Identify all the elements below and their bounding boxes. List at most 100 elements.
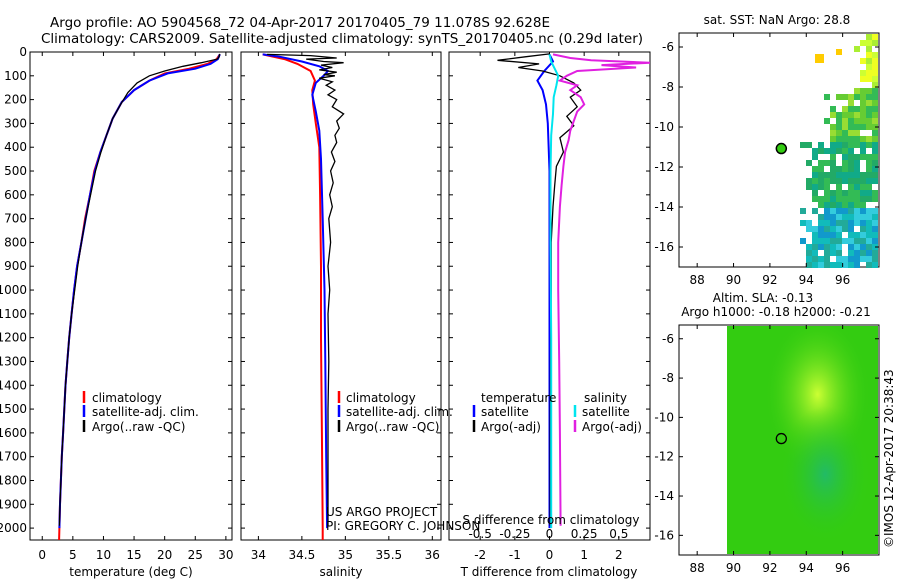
sst-cell <box>860 124 866 130</box>
sst-cell <box>848 148 854 154</box>
sst-cell <box>866 154 872 160</box>
sst-cell <box>866 184 872 190</box>
map-x-tick-label: 88 <box>690 561 705 575</box>
sst-cell <box>836 130 842 136</box>
sst-cell <box>860 190 866 196</box>
salinity-difference-axis: -0.5 -0.25 0 0.25 0.5 <box>468 527 628 541</box>
sst-cell <box>854 262 860 268</box>
sst-cell <box>860 40 866 46</box>
sst-cell <box>830 208 836 214</box>
sst-cell <box>872 196 878 202</box>
sst-cell <box>848 106 854 112</box>
sst-cell <box>860 88 866 94</box>
sst-cell <box>854 142 860 148</box>
sst-cell <box>866 166 872 172</box>
depth-tick-label: 1600 <box>0 426 27 440</box>
sst-cell <box>866 40 872 46</box>
sst-cell <box>806 250 812 256</box>
series-line-t-satellite <box>536 53 555 529</box>
x-tick-label: 5 <box>69 548 77 562</box>
sst-cell <box>836 226 842 232</box>
sst-cell <box>872 106 878 112</box>
sla-float-marker <box>775 432 787 445</box>
depth-tick-label: 400 <box>4 140 27 154</box>
sst-cell <box>854 178 860 184</box>
x-tick-label: 36 <box>425 548 440 562</box>
sst-cell <box>830 112 836 118</box>
sst-cell <box>836 214 842 220</box>
sst-cell <box>866 88 872 94</box>
map-y-tick-label: -12 <box>654 450 674 464</box>
series-line-argo <box>267 53 345 526</box>
sst-cell <box>836 184 842 190</box>
sst-cell <box>854 154 860 160</box>
map-y-tick-label: -6 <box>662 332 674 346</box>
salinity-xlabel: salinity <box>319 565 362 579</box>
sst-cell <box>854 106 860 112</box>
sst-cell <box>854 94 860 100</box>
sst-cell <box>848 118 854 124</box>
sst-cell <box>854 130 860 136</box>
difference-legend: temperature salinity satellite Argo(-adj… <box>472 391 642 434</box>
sst-cell <box>842 238 848 244</box>
x-tick-label: 1 <box>580 548 588 562</box>
sst-cell <box>854 118 860 124</box>
sla-map-title-line2: Argo h1000: -0.18 h2000: -0.21 <box>681 305 871 319</box>
sst-cell <box>866 214 872 220</box>
sst-cell <box>824 256 830 262</box>
sst-cell <box>872 88 878 94</box>
sst-map-cells <box>800 34 878 268</box>
sst-cell <box>830 262 836 268</box>
x-tick-label: 34.5 <box>289 548 316 562</box>
sst-cell <box>860 208 866 214</box>
sst-cell <box>836 112 842 118</box>
sst-cell <box>860 226 866 232</box>
sst-cell <box>818 178 824 184</box>
sst-cell <box>854 190 860 196</box>
sst-cell <box>848 190 854 196</box>
sst-cell <box>818 220 824 226</box>
sst-cell <box>842 130 848 136</box>
map-x-tick-label: 94 <box>799 273 814 287</box>
sst-cell <box>824 244 830 250</box>
top-tick-label: 0.25 <box>571 527 598 541</box>
sst-cell <box>872 112 878 118</box>
sst-cell <box>836 244 842 250</box>
sst-cell <box>842 118 848 124</box>
sst-cell <box>800 142 806 148</box>
sst-cell <box>830 124 836 130</box>
x-tick-label: 30 <box>218 548 233 562</box>
depth-tick-label: 800 <box>4 235 27 249</box>
sst-cell <box>848 214 854 220</box>
sst-cell <box>842 256 848 262</box>
sst-cell <box>860 244 866 250</box>
sst-cell <box>806 142 812 148</box>
sst-cell <box>806 160 812 166</box>
sst-cell <box>830 106 836 112</box>
sst-cell <box>866 58 872 64</box>
series-line-s-argo <box>552 53 650 526</box>
sst-cell <box>860 70 866 76</box>
sst-cell <box>842 166 848 172</box>
sst-cell <box>830 190 836 196</box>
sst-cell <box>836 49 842 55</box>
sst-cell <box>854 202 860 208</box>
depth-tick-label: 200 <box>4 93 27 107</box>
sst-cell <box>866 196 872 202</box>
sst-float-marker <box>775 142 788 155</box>
sst-cell <box>812 196 818 202</box>
sst-cell <box>854 238 860 244</box>
sst-cell <box>818 262 824 268</box>
depth-tick-label: 2000 <box>0 521 27 535</box>
map-x-tick-label: 96 <box>835 273 850 287</box>
map-x-tick-label: 92 <box>762 273 777 287</box>
sst-cell <box>872 148 878 154</box>
sst-cell <box>848 142 854 148</box>
sst-cell <box>836 166 842 172</box>
sst-cell <box>818 148 824 154</box>
map-x-tick-label: 92 <box>762 561 777 575</box>
sst-cell <box>836 220 842 226</box>
sst-cell <box>824 172 830 178</box>
sst-cell <box>830 142 836 148</box>
